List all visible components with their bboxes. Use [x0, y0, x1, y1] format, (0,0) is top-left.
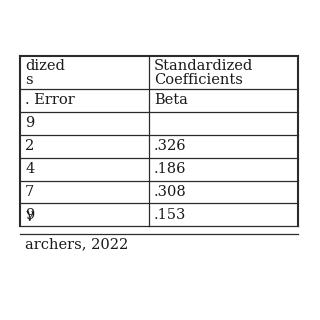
- Text: .308: .308: [154, 185, 187, 199]
- Text: Coefficients: Coefficients: [154, 73, 243, 87]
- Text: 2: 2: [25, 139, 34, 153]
- Text: archers, 2022: archers, 2022: [25, 237, 128, 251]
- Text: 9: 9: [25, 116, 34, 130]
- Text: 4: 4: [25, 162, 34, 176]
- Text: γ: γ: [25, 208, 33, 221]
- Text: .326: .326: [154, 139, 187, 153]
- Text: .153: .153: [154, 208, 187, 222]
- Text: Standardized: Standardized: [154, 59, 253, 73]
- Text: 7: 7: [25, 185, 34, 199]
- Text: dized: dized: [25, 59, 65, 73]
- Text: 9: 9: [25, 208, 34, 222]
- Text: . Error: . Error: [25, 93, 75, 108]
- Text: Beta: Beta: [154, 93, 188, 108]
- Text: .186: .186: [154, 162, 187, 176]
- Text: s: s: [25, 73, 33, 87]
